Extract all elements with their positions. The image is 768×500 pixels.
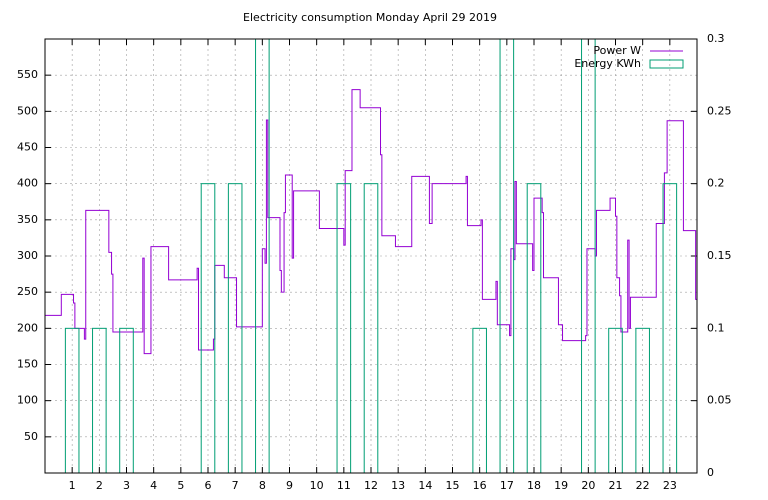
legend-swatch bbox=[649, 59, 684, 69]
y-tick-label: 400 bbox=[17, 177, 38, 190]
chart-title: Electricity consumption Monday April 29 … bbox=[243, 11, 497, 24]
x-tick-label: 23 bbox=[663, 479, 677, 492]
plot-frame bbox=[44, 38, 698, 474]
x-tick-label: 20 bbox=[581, 479, 595, 492]
x-tick-label: 3 bbox=[123, 479, 130, 492]
x-tick-label: 13 bbox=[391, 479, 405, 492]
y2-tick-label: 0 bbox=[707, 466, 714, 479]
x-tick-label: 1 bbox=[69, 479, 76, 492]
y2-tick-label: 0.15 bbox=[707, 249, 732, 262]
x-tick-label: 21 bbox=[609, 479, 623, 492]
x-tick-label: 12 bbox=[364, 479, 378, 492]
y-tick-label: 150 bbox=[17, 358, 38, 371]
x-tick-label: 11 bbox=[337, 479, 351, 492]
x-tick-label: 9 bbox=[286, 479, 293, 492]
y-tick-label: 550 bbox=[17, 68, 38, 81]
x-tick-label: 19 bbox=[554, 479, 568, 492]
y-tick-label: 100 bbox=[17, 394, 38, 407]
x-tick-label: 6 bbox=[205, 479, 212, 492]
y-tick-label: 250 bbox=[17, 285, 38, 298]
x-tick-label: 10 bbox=[310, 479, 324, 492]
x-tick-label: 8 bbox=[259, 479, 266, 492]
x-tick-label: 4 bbox=[150, 479, 157, 492]
x-tick-label: 14 bbox=[418, 479, 432, 492]
y2-tick-label: 0.3 bbox=[707, 32, 725, 45]
y2-tick-label: 0.05 bbox=[707, 394, 732, 407]
y-tick-label: 200 bbox=[17, 321, 38, 334]
y2-tick-label: 0.2 bbox=[707, 177, 725, 190]
legend-label: Energy KWh bbox=[574, 57, 641, 70]
y2-tick-label: 0.1 bbox=[707, 321, 725, 334]
x-tick-label: 16 bbox=[473, 479, 487, 492]
y-tick-label: 50 bbox=[24, 430, 38, 443]
x-tick-label: 5 bbox=[177, 479, 184, 492]
y-tick-label: 450 bbox=[17, 141, 38, 154]
x-tick-label: 7 bbox=[232, 479, 239, 492]
x-tick-label: 22 bbox=[636, 479, 650, 492]
y2-tick-label: 0.25 bbox=[707, 104, 732, 117]
y-tick-label: 350 bbox=[17, 213, 38, 226]
y-tick-label: 500 bbox=[17, 104, 38, 117]
x-tick-label: 17 bbox=[500, 479, 514, 492]
legend-label: Power W bbox=[593, 44, 641, 57]
x-tick-label: 2 bbox=[96, 479, 103, 492]
x-tick-label: 18 bbox=[527, 479, 541, 492]
power-line bbox=[45, 89, 697, 355]
x-tick-label: 15 bbox=[446, 479, 460, 492]
y-tick-label: 300 bbox=[17, 249, 38, 262]
